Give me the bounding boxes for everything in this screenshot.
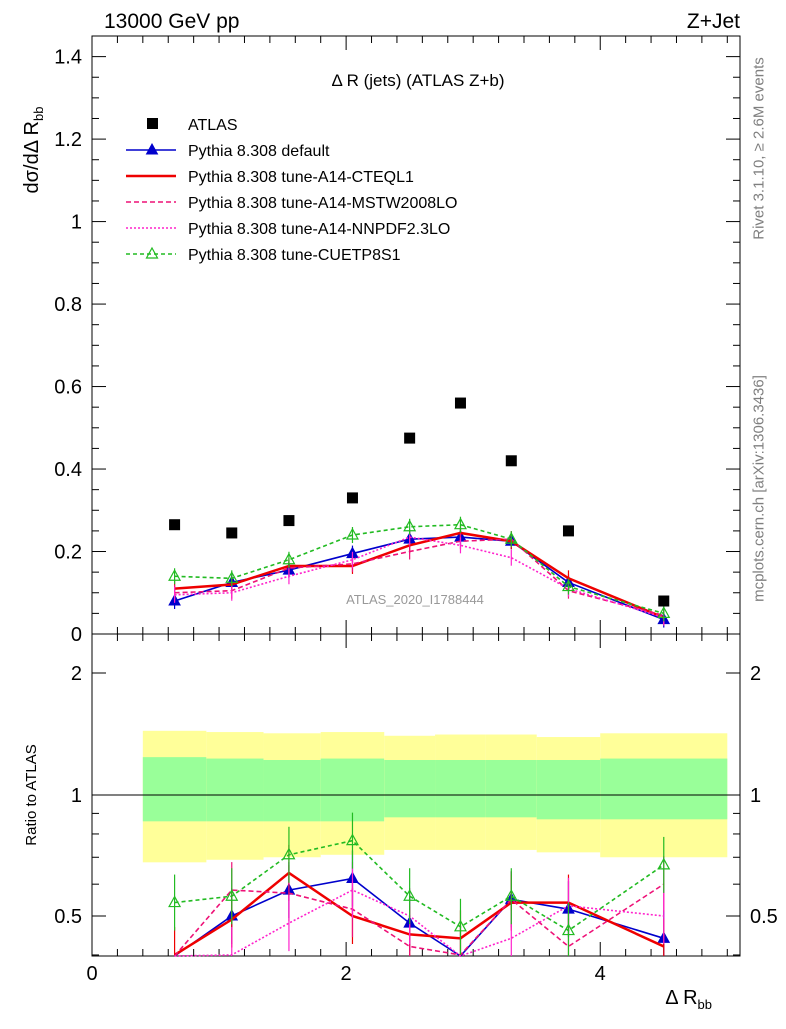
y-tick-label: 0.8 bbox=[54, 294, 82, 316]
atlas-data-point bbox=[505, 455, 517, 467]
ratio-marker bbox=[345, 833, 359, 846]
y-tick-label: 1.2 bbox=[54, 129, 82, 151]
series-marker bbox=[403, 519, 417, 532]
ratio-axis-label: Ratio to ATLAS bbox=[23, 744, 40, 845]
legend-label: Pythia 8.308 tune-CUETP8S1 bbox=[188, 247, 401, 264]
series-marker bbox=[225, 571, 239, 583]
legend-atlas-marker bbox=[147, 118, 158, 129]
x-axis-label-sub: bb bbox=[698, 997, 712, 1012]
ratio-marker bbox=[403, 888, 417, 901]
ratio-band-inner bbox=[435, 760, 486, 818]
x-axis-label: Δ Rbb bbox=[665, 987, 712, 1012]
y-axis-label: dσ/dΔ Rbb bbox=[21, 107, 46, 194]
ratio-band-inner bbox=[384, 760, 436, 818]
ratio-marker bbox=[168, 895, 182, 908]
series-marker bbox=[282, 552, 296, 565]
ratio-band-inner bbox=[485, 760, 537, 818]
series-marker bbox=[504, 531, 518, 544]
ratio-band-inner bbox=[536, 760, 601, 820]
x-axis-label-main: Δ R bbox=[665, 987, 697, 1009]
y-tick-label: 0 bbox=[71, 624, 82, 646]
ratio-axis-ticks: 0 2 4 0.5 0.5 1 1 2 2 bbox=[54, 634, 778, 985]
ratio-band-inner bbox=[320, 758, 385, 822]
ratio-band-inner bbox=[142, 757, 207, 822]
ratio-marker bbox=[453, 919, 467, 932]
ratio-bands bbox=[142, 730, 728, 863]
upper-plot: 0 0.2 0.4 0.6 0.8 1 1.2 1.4 bbox=[54, 35, 741, 646]
mcplots-label: mcplots.cern.ch [arXiv:1306.3436] bbox=[750, 375, 768, 602]
series-marker bbox=[345, 527, 359, 540]
legend-label: Pythia 8.308 tune-A14-NNPDF2.3LO bbox=[188, 221, 450, 238]
atlas-data-point bbox=[658, 595, 670, 607]
atlas-data-point bbox=[454, 397, 466, 409]
y-tick-label: 1 bbox=[71, 212, 82, 234]
upper-series bbox=[168, 397, 671, 628]
ratio-band-inner bbox=[263, 760, 321, 822]
chart-title: Δ R (jets) (ATLAS Z+b) bbox=[331, 71, 504, 90]
legend-label: Pythia 8.308 tune-A14-MSTW2008LO bbox=[188, 195, 457, 212]
y-tick-label: 1.4 bbox=[54, 47, 82, 69]
ratio-band-inner bbox=[600, 758, 728, 820]
legend-label: Pythia 8.308 tune-A14-CTEQL1 bbox=[188, 169, 414, 186]
series-marker bbox=[561, 579, 575, 592]
ratio-tick-label-right: 2 bbox=[750, 663, 761, 685]
y-tick-label: 0.4 bbox=[54, 459, 82, 481]
ratio-band-inner bbox=[206, 758, 264, 822]
ratio-plot: 0 2 4 0.5 0.5 1 1 2 2 bbox=[54, 633, 778, 985]
ratio-line bbox=[174, 839, 665, 932]
ratio-marker bbox=[504, 888, 518, 901]
series-marker bbox=[453, 517, 467, 530]
ratio-tick-label-right: 1 bbox=[750, 785, 761, 807]
atlas-data-point bbox=[226, 527, 238, 539]
ratio-line bbox=[174, 889, 664, 957]
legend: ATLAS Pythia 8.308 default Pythia 8.308 tu… bbox=[126, 117, 457, 264]
atlas-data-point bbox=[404, 432, 416, 444]
legend-atlas-label: ATLAS bbox=[188, 117, 238, 134]
upper-axis-ticks: 0 0.2 0.4 0.6 0.8 1 1.2 1.4 bbox=[54, 36, 740, 646]
ratio-marker bbox=[657, 857, 671, 870]
ratio-tick-label: 1 bbox=[71, 785, 82, 807]
ratio-marker bbox=[561, 923, 575, 936]
y-tick-label: 0.6 bbox=[54, 377, 82, 399]
ratio-marker bbox=[282, 847, 296, 860]
atlas-data-point bbox=[346, 492, 358, 504]
ratio-tick-label-right: 0.5 bbox=[750, 906, 778, 928]
atlas-data-point bbox=[169, 519, 181, 531]
ratio-series bbox=[168, 812, 671, 958]
header-left: 13000 GeV pp bbox=[104, 10, 239, 33]
y-tick-label: 0.2 bbox=[54, 542, 82, 564]
y-axis-label-sub: bb bbox=[31, 107, 46, 121]
series-line bbox=[174, 523, 664, 615]
legend-label: Pythia 8.308 default bbox=[188, 143, 330, 160]
atlas-data-point bbox=[562, 525, 574, 537]
ratio-line bbox=[174, 877, 664, 958]
series-marker bbox=[168, 569, 182, 581]
atlas-data-point bbox=[283, 515, 295, 527]
rivet-label: Rivet 3.1.10, ≥ 2.6M events bbox=[750, 57, 768, 240]
series-line bbox=[174, 536, 664, 619]
x-tick-label: 0 bbox=[86, 963, 97, 985]
ratio-tick-label: 0.5 bbox=[54, 906, 82, 928]
legend-marker bbox=[145, 246, 159, 259]
ratio-tick-label: 2 bbox=[71, 663, 82, 685]
legend-marker bbox=[145, 142, 159, 155]
series-marker bbox=[657, 606, 671, 618]
analysis-label: ATLAS_2020_I1788444 bbox=[346, 592, 484, 607]
y-axis-label-main: dσ/dΔ R bbox=[21, 121, 43, 193]
ratio-line bbox=[173, 883, 665, 957]
ratio-marker bbox=[225, 888, 239, 901]
x-tick-label: 2 bbox=[341, 963, 352, 985]
header-right: Z+Jet bbox=[687, 10, 740, 33]
x-tick-label: 4 bbox=[595, 963, 606, 985]
